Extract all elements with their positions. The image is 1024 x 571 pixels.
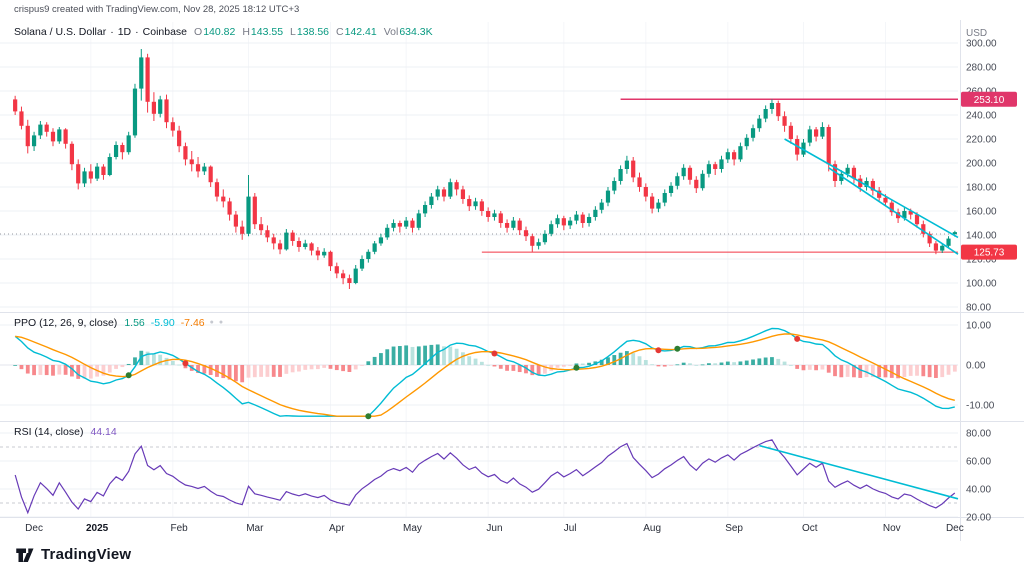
ppo-title: PPO (12, 26, 9, close): [14, 317, 118, 329]
symbol-title: Solana / U.S. Dollar: [14, 26, 107, 38]
svg-text:May: May: [403, 523, 422, 534]
separator-dot: ·: [135, 26, 139, 38]
tradingview-logo-text: TradingView: [41, 546, 132, 563]
horizontal-price-lines[interactable]: [0, 98, 958, 253]
interval-label: 1D: [117, 26, 132, 38]
ppo-legend[interactable]: PPO (12, 26, 9, close) 1.56 -5.90 -7.46 ● ●: [14, 317, 223, 329]
ppo-marker-dot-icon: ●: [218, 319, 224, 326]
svg-text:Nov: Nov: [883, 523, 901, 534]
low-label: L: [290, 26, 296, 38]
separator-dot: ·: [110, 26, 114, 38]
volume-value: 634.3K: [399, 26, 433, 38]
ppo-marker-dot-icon: ●: [209, 319, 214, 326]
symbol-legend[interactable]: Solana / U.S. Dollar · 1D · Coinbase O140.82 H…: [14, 26, 433, 38]
svg-text:120.00: 120.00: [966, 255, 997, 266]
price-badge: [961, 244, 1017, 260]
svg-text:Feb: Feb: [171, 523, 189, 534]
trendline[interactable]: [828, 167, 959, 255]
svg-text:Dec: Dec: [25, 523, 43, 534]
ppo-histogram: [13, 344, 957, 383]
close-value: 142.41: [344, 26, 377, 38]
ppo-line-value: -5.90: [150, 317, 175, 329]
tradingview-logo[interactable]: TradingView: [14, 544, 131, 565]
svg-text:Aug: Aug: [643, 523, 661, 534]
svg-text:-10.00: -10.00: [966, 401, 995, 412]
time-axis[interactable]: Dec 2025 Feb Mar Apr May Jun Jul Aug Sep Oct Nov Dec: [25, 523, 964, 534]
high-value: 143.55: [250, 26, 284, 38]
svg-text:Jul: Jul: [564, 523, 577, 534]
svg-text:220.00: 220.00: [966, 135, 997, 146]
svg-text:253.10: 253.10: [974, 95, 1005, 106]
trendline[interactable]: [784, 138, 959, 239]
ppo-cross-markers: [125, 335, 801, 420]
rsi-title: RSI (14, close): [14, 426, 84, 438]
svg-text:Sep: Sep: [725, 523, 743, 534]
ppo-signal-line: [15, 333, 955, 417]
svg-text:100.00: 100.00: [966, 279, 997, 290]
svg-text:280.00: 280.00: [966, 63, 997, 74]
open-value: 140.82: [203, 26, 236, 38]
svg-text:200.00: 200.00: [966, 159, 997, 170]
svg-text:180.00: 180.00: [966, 183, 997, 194]
svg-text:240.00: 240.00: [966, 111, 997, 122]
svg-text:Jun: Jun: [486, 523, 502, 534]
svg-text:0.00: 0.00: [966, 361, 986, 372]
rsi-line: [14, 439, 956, 515]
svg-text:USD: USD: [966, 28, 987, 39]
price-badge: [961, 91, 1017, 107]
svg-text:20.00: 20.00: [966, 513, 991, 524]
ppo-line: [14, 327, 955, 417]
tradingview-logo-icon: [16, 548, 34, 562]
svg-text:Apr: Apr: [329, 523, 345, 534]
watermark: crispus9 created with TradingView.com, N…: [14, 4, 300, 15]
grid-lines: [0, 22, 958, 518]
ppo-histogram-value: 1.56: [124, 317, 145, 329]
close-label: C: [336, 26, 344, 38]
svg-text:Mar: Mar: [246, 523, 264, 534]
exchange-label: Coinbase: [142, 26, 188, 38]
svg-text:140.00: 140.00: [966, 231, 997, 242]
open-label: O: [194, 26, 203, 38]
rsi-value: 44.14: [90, 426, 117, 438]
price-label-badges: 253.10 125.73: [961, 91, 1017, 260]
svg-text:125.73: 125.73: [974, 248, 1005, 259]
rsi-trendline[interactable]: [759, 444, 959, 500]
svg-text:40.00: 40.00: [966, 485, 991, 496]
svg-text:60.00: 60.00: [966, 457, 991, 468]
pane-separators: [0, 20, 1024, 541]
svg-text:80.00: 80.00: [966, 303, 991, 314]
rsi-legend[interactable]: RSI (14, close) 44.14: [14, 426, 117, 438]
svg-text:Dec: Dec: [946, 523, 964, 534]
svg-text:300.00: 300.00: [966, 39, 997, 50]
svg-text:Oct: Oct: [802, 523, 818, 534]
ppo-signal-value: -7.46: [180, 317, 205, 329]
svg-text:10.00: 10.00: [966, 321, 991, 332]
low-value: 138.56: [296, 26, 330, 38]
volume-label: Vol: [383, 26, 399, 38]
svg-text:160.00: 160.00: [966, 207, 997, 218]
candlestick-series[interactable]: [13, 49, 957, 289]
svg-text:2025: 2025: [86, 523, 109, 534]
svg-text:80.00: 80.00: [966, 429, 991, 440]
high-label: H: [242, 26, 250, 38]
